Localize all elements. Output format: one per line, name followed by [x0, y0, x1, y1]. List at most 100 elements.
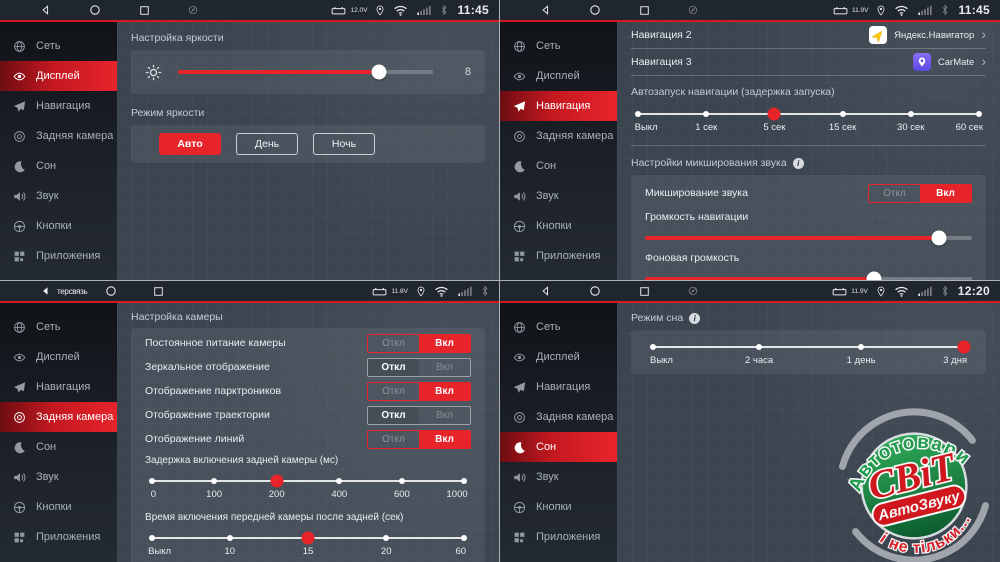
info-icon[interactable]: i [792, 157, 804, 169]
sidebar-item-display[interactable]: Дисплей [0, 342, 117, 372]
accent-divider [500, 301, 1000, 303]
navigation2-row[interactable]: Навигация 2 Яндекс.Навигатор › [631, 22, 986, 49]
navigation3-row[interactable]: Навигация 3 CarMate › [631, 49, 986, 76]
nav-volume-slider[interactable] [645, 230, 972, 246]
sidebar-item-navigation[interactable]: Навигация [500, 372, 617, 402]
lines-toggle[interactable]: Откл Вкл [367, 429, 471, 449]
slider-thumb[interactable] [371, 64, 387, 80]
battery-voltage: 12.0V [350, 6, 368, 14]
globe-icon [513, 40, 526, 53]
sidebar-item-sound[interactable]: Звук [0, 181, 117, 211]
sidebar-item-apps[interactable]: Приложения [0, 241, 117, 271]
sidebar-item-display[interactable]: Дисплей [500, 61, 617, 91]
sidebar-item-network[interactable]: Сеть [500, 31, 617, 61]
sleep-mode-slider[interactable]: Выкл 2 часа 1 день 3 дня [647, 339, 971, 371]
sidebar-item-navigation[interactable]: Навигация [500, 91, 617, 121]
camera-delay-slider[interactable]: 0 100 200 400 600 1000 [145, 473, 471, 505]
sidebar-item-network[interactable]: Сеть [500, 312, 617, 342]
mirror-toggle[interactable]: Откл Вкл [367, 357, 471, 377]
battery-icon [832, 287, 847, 296]
sidebar-item-rear-camera[interactable]: Задняя камера [500, 402, 617, 432]
home-button[interactable] [589, 4, 601, 16]
sidebar-item-navigation[interactable]: Навигация [0, 372, 117, 402]
logo-arcs [836, 408, 992, 562]
sidebar-item-sleep[interactable]: Сон [500, 151, 617, 181]
sidebar-item-display[interactable]: Дисплей [0, 61, 117, 91]
slider-thumb[interactable] [931, 230, 947, 246]
eye-icon [13, 70, 26, 83]
sidebar-item-sleep[interactable]: Сон [0, 151, 117, 181]
sidebar-item-rear-camera[interactable]: Задняя камера [0, 402, 117, 432]
selected-app-name: CarMate [937, 56, 975, 68]
parktronic-toggle[interactable]: Откл Вкл [367, 381, 471, 401]
back-button[interactable] [40, 4, 51, 16]
sidebar-item-label: Дисплей [536, 70, 580, 82]
sidebar-item-sound[interactable]: Звук [500, 181, 617, 211]
display-settings-panel: Настройка яркости 8 Режим яркости Авто Д… [117, 22, 499, 280]
carmate-icon [912, 53, 931, 71]
trajectory-row: Отображение траектории Откл Вкл [145, 403, 471, 427]
logo-title: СВіТ [864, 444, 962, 508]
recents-button[interactable] [639, 286, 650, 297]
back-button[interactable] [540, 285, 551, 297]
mode-day-button[interactable]: День [236, 133, 298, 155]
sidebar-item-buttons[interactable]: Кнопки [500, 492, 617, 522]
recents-button[interactable] [139, 5, 150, 16]
mirror-row: Зеркальное отображение Откл Вкл [145, 355, 471, 379]
mode-night-button[interactable]: Ночь [313, 133, 375, 155]
sidebar-item-label: Звук [36, 190, 59, 202]
selected-app-name: Яндекс.Навигатор [894, 29, 975, 41]
camera-power-toggle[interactable]: Откл Вкл [367, 333, 471, 353]
sidebar-item-buttons[interactable]: Кнопки [0, 492, 117, 522]
sidebar-item-apps[interactable]: Приложения [0, 522, 117, 552]
status-bar: 12.0V 11:45 [0, 0, 499, 20]
wifi-icon [434, 286, 449, 297]
sidebar-item-sleep[interactable]: Сон [500, 432, 617, 462]
brightness-slider[interactable] [178, 64, 433, 80]
send-icon [513, 100, 526, 113]
accent-divider [500, 20, 1000, 22]
home-button[interactable] [89, 4, 101, 16]
sidebar-item-buttons[interactable]: Кнопки [0, 211, 117, 241]
recents-button[interactable] [639, 5, 650, 16]
sidebar-item-sound[interactable]: Звук [500, 462, 617, 492]
mixing-toggle[interactable]: Откл Вкл [868, 183, 972, 203]
bg-volume-slider[interactable] [645, 271, 972, 280]
sidebar-item-network[interactable]: Сеть [0, 31, 117, 61]
back-button[interactable] [540, 4, 551, 16]
sidebar-item-display[interactable]: Дисплей [500, 342, 617, 372]
info-icon[interactable]: i [689, 312, 701, 324]
camera-settings-panel: Настройка камеры Постоянное питание каме… [117, 303, 499, 562]
status-bar: 11.9V 11:45 [500, 0, 1000, 20]
bluetooth-icon [941, 4, 949, 16]
slider-thumb[interactable] [866, 271, 882, 280]
sidebar-item-buttons[interactable]: Кнопки [500, 211, 617, 241]
sidebar-item-apps[interactable]: Приложения [500, 241, 617, 271]
sidebar-item-label: Кнопки [536, 220, 572, 232]
trajectory-toggle[interactable]: Откл Вкл [367, 405, 471, 425]
sidebar-item-label: Сеть [36, 40, 61, 52]
bluetooth-icon [440, 4, 448, 16]
sidebar-item-rear-camera[interactable]: Задняя камера [0, 121, 117, 151]
screen-sleep: 11.9V 12:20 Сеть Дисплей Навигация Задня… [500, 281, 1000, 562]
mode-auto-button[interactable]: Авто [159, 133, 221, 155]
location-icon [376, 5, 384, 16]
home-button[interactable] [589, 285, 601, 297]
sidebar-item-label: Звук [536, 471, 559, 483]
camera-panel: Постоянное питание камеры Откл Вкл Зеркал… [131, 328, 485, 562]
sidebar-item-sleep[interactable]: Сон [0, 432, 117, 462]
brightness-section-title: Настройка яркости [131, 32, 224, 44]
front-camera-slider[interactable]: Выкл 10 15 20 60 [145, 530, 471, 562]
recents-button[interactable] [153, 286, 164, 297]
sidebar-item-rear-camera[interactable]: Задняя камера [500, 121, 617, 151]
send-icon [13, 381, 26, 394]
sidebar-item-label: Сон [36, 441, 57, 453]
home-button[interactable] [105, 285, 117, 297]
sidebar-item-network[interactable]: Сеть [0, 312, 117, 342]
sidebar-item-sound[interactable]: Звук [0, 462, 117, 492]
back-button[interactable] [40, 285, 51, 297]
sidebar-item-navigation[interactable]: Навигация [0, 91, 117, 121]
sidebar-item-label: Приложения [36, 531, 101, 543]
autostart-slider[interactable]: Выкл 1 сек 5 сек 15 сек 30 сек 60 сек [631, 106, 986, 146]
sidebar-item-apps[interactable]: Приложения [500, 522, 617, 552]
